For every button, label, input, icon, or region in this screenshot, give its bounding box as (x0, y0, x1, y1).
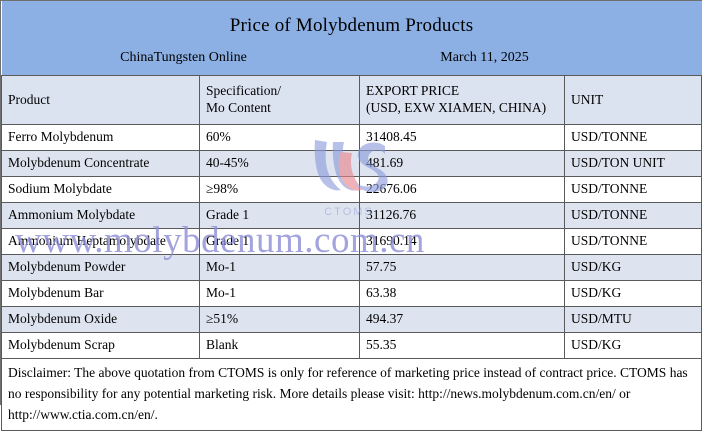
cell-product: Molybdenum Concentrate (1, 150, 200, 177)
table-row: Ferro Molybdenum 60% 31408.45 USD/TONNE (1, 124, 702, 151)
table-row: Molybdenum Oxide ≥51% 494.37 USD/MTU (1, 306, 702, 333)
price-header-line2: (USD, EXW XIAMEN, CHINA) (366, 100, 547, 115)
cell-export-price: 31408.45 (359, 124, 565, 151)
cell-export-price: 55.35 (359, 332, 565, 359)
spec-header-line2: Mo Content (206, 100, 271, 115)
cell-product: Molybdenum Scrap (1, 332, 200, 359)
cell-export-price: 494.37 (359, 306, 565, 333)
cell-product: Ammonium Heptamolybdate (1, 228, 200, 255)
cell-product: Sodium Molybdate (1, 176, 200, 203)
banner-subtitle-row: ChinaTungsten Online March 11, 2025 (1, 45, 702, 76)
cell-product: Molybdenum Bar (1, 280, 200, 307)
cell-specification: Grade 1 (199, 228, 360, 255)
column-header-product: Product (1, 75, 200, 125)
cell-unit: USD/MTU (563, 306, 702, 333)
cell-product: Ammonium Molybdate (1, 202, 200, 229)
cell-product: Molybdenum Powder (1, 254, 200, 281)
disclaimer-row: Disclaimer: The above quotation from CTO… (0, 358, 702, 431)
column-header-specification: Specification/ Mo Content (199, 75, 360, 125)
table-row: Ammonium Molybdate Grade 1 31126.76 USD/… (1, 202, 702, 229)
table-row: Molybdenum Scrap Blank 55.35 USD/KG (1, 332, 702, 359)
price-header-line1: EXPORT PRICE (366, 83, 460, 99)
cell-product: Ferro Molybdenum (1, 124, 200, 151)
cell-specification: 40-45% (199, 150, 360, 177)
title-cell: Price of Molybdenum Products (1, 1, 702, 45)
cell-specification: Grade 1 (199, 202, 360, 229)
cell-export-price: 22676.06 (359, 176, 565, 203)
cell-unit: USD/KG (563, 254, 702, 281)
cell-unit: USD/TONNE (563, 176, 702, 203)
table-row: Molybdenum Powder Mo-1 57.75 USD/KG (1, 254, 702, 281)
table-row: Molybdenum Concentrate 40-45% 481.69 USD… (1, 150, 702, 177)
spec-header-line1: Specification/ (206, 83, 281, 99)
cell-unit: USD/TONNE (563, 228, 702, 255)
cell-specification: ≥51% (199, 306, 360, 333)
cell-product: Molybdenum Oxide (1, 306, 200, 333)
table-row: Molybdenum Bar Mo-1 63.38 USD/KG (1, 280, 702, 307)
date-label: March 11, 2025 (440, 50, 529, 66)
cell-unit: USD/TONNE (563, 124, 702, 151)
disclaimer-text: Disclaimer: The above quotation from CTO… (0, 358, 702, 431)
column-header-row: Product Specification/ Mo Content EXPORT… (1, 75, 702, 125)
banner-title-row: Price of Molybdenum Products (1, 1, 702, 45)
column-header-export-price: EXPORT PRICE (USD, EXW XIAMEN, CHINA) (359, 75, 565, 125)
cell-export-price: 57.75 (359, 254, 565, 281)
column-header-unit: UNIT (563, 75, 702, 125)
cell-unit: USD/KG (563, 280, 702, 307)
source-label: ChinaTungsten Online (120, 50, 247, 66)
subtitle-cell: ChinaTungsten Online March 11, 2025 (1, 45, 702, 76)
cell-specification: Blank (199, 332, 360, 359)
cell-specification: Mo-1 (199, 254, 360, 281)
cell-specification: 60% (199, 124, 360, 151)
cell-unit: USD/TON UNIT (563, 150, 702, 177)
table-row: Sodium Molybdate ≥98% 22676.06 USD/TONNE (1, 176, 702, 203)
cell-specification: ≥98% (199, 176, 360, 203)
cell-unit: USD/KG (563, 332, 702, 359)
cell-specification: Mo-1 (199, 280, 360, 307)
cell-export-price: 31690.14 (359, 228, 565, 255)
page-title: Price of Molybdenum Products (229, 15, 474, 37)
cell-export-price: 63.38 (359, 280, 565, 307)
cell-export-price: 481.69 (359, 150, 565, 177)
cell-unit: USD/TONNE (563, 202, 702, 229)
cell-export-price: 31126.76 (359, 202, 565, 229)
table-row: Ammonium Heptamolybdate Grade 1 31690.14… (1, 228, 702, 255)
